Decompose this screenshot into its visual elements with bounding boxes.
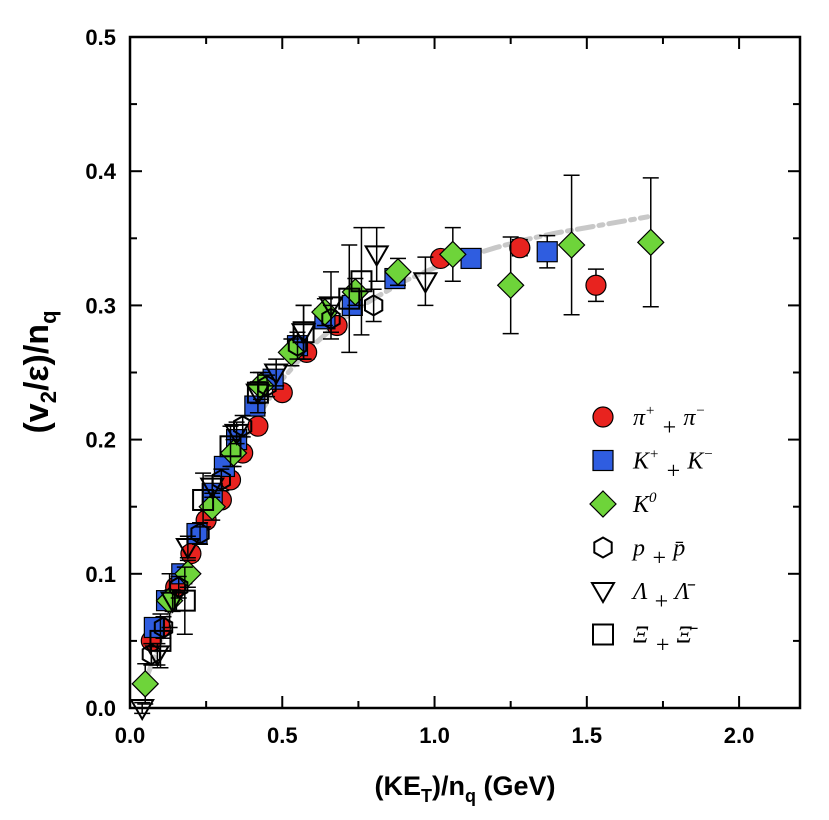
x-axis-title-part: (GeV)	[476, 771, 556, 801]
legend-label-part: K	[632, 492, 651, 518]
xi-point	[338, 287, 361, 310]
series-xi	[149, 226, 373, 669]
y-axis-title-part: (v	[18, 403, 56, 433]
lambda-point	[175, 537, 201, 560]
x-tick-label: 1.0	[419, 723, 450, 748]
xi-point	[173, 589, 196, 612]
legend-label-part: 0	[649, 490, 657, 506]
legend-label-xi: Ξ + Ξ̄	[633, 623, 698, 659]
proton-point	[169, 576, 189, 599]
lambda-point	[129, 699, 155, 721]
k0-point	[496, 271, 525, 300]
legend-label-part: −	[703, 447, 713, 463]
proton-point	[190, 522, 210, 545]
k0-point	[131, 669, 160, 698]
lambda-point	[159, 591, 186, 614]
series-lambda	[129, 226, 439, 721]
legend-marker-xi	[592, 623, 614, 646]
lambda-point	[199, 477, 225, 500]
legend-marker-pion	[592, 406, 614, 428]
x-axis-title-part: (KE	[374, 771, 421, 801]
series-proton	[141, 288, 384, 666]
legend-label-part: +	[648, 633, 676, 659]
legend-label-part: +	[645, 403, 655, 419]
x-axis-title: (KET)/nq (GeV)	[374, 771, 555, 806]
axis-labels-group: 0.0 0.1 0.2 0.3 0.4 0.5 0.0 0.5 1.0 1.5 2.0 (v2/ε)/…	[18, 25, 754, 806]
xi-point	[246, 381, 269, 404]
proton-point	[364, 294, 384, 317]
legend-label-part: Λ̄	[673, 579, 695, 605]
legend-marker-k0	[589, 490, 617, 518]
legend-label-part: Ξ̄	[677, 623, 698, 649]
legend-marker-lambda	[590, 582, 616, 604]
legend-label-proton: p + p̄	[631, 536, 685, 572]
y-tick-label: 0.3	[85, 293, 116, 318]
legend-label-part: +	[645, 546, 673, 572]
legend-label-pion: π+ + π−	[633, 403, 706, 441]
legend-label-part: π	[633, 405, 646, 431]
axis-ticks-group	[129, 36, 800, 709]
x-tick-label: 1.5	[572, 723, 603, 748]
xi-point	[192, 488, 215, 511]
legend-label-part: +	[649, 447, 659, 463]
pion-point	[509, 237, 531, 259]
series-k0	[131, 174, 665, 705]
data-marks-group	[129, 174, 665, 721]
xi-point	[149, 629, 172, 652]
plot-border	[128, 35, 802, 710]
xi-point	[350, 270, 373, 293]
legend-marker-kaon	[592, 449, 614, 472]
proton-point	[211, 468, 231, 492]
kaon-point	[536, 241, 558, 263]
k0-point	[636, 228, 665, 257]
lambda-point	[412, 272, 439, 295]
legend-label-part: +	[659, 459, 687, 485]
proton-point	[233, 415, 253, 438]
x-axis-title-sub: T	[421, 786, 432, 806]
xi-point	[219, 435, 242, 458]
x-tick-label: 2.0	[724, 723, 755, 748]
k0-point	[438, 240, 467, 269]
legend-label-part: p	[631, 536, 645, 562]
k0-point	[384, 258, 412, 286]
xi-point	[292, 321, 315, 344]
lambda-point	[144, 645, 171, 668]
y-tick-label: 0.5	[85, 25, 116, 50]
legend-label-part: +	[655, 415, 683, 441]
lambda-point	[318, 296, 344, 319]
plot-frame	[128, 35, 802, 710]
proton-point	[153, 616, 174, 639]
kaon-point	[460, 247, 482, 270]
legend-marker-proton	[593, 536, 613, 559]
y-axis-title-sub: 2	[36, 391, 61, 403]
legend-label-part: Λ	[631, 579, 648, 605]
k0-point	[557, 231, 586, 259]
x-tick-label: 0.0	[115, 723, 146, 748]
y-tick-label: 0.1	[85, 562, 116, 587]
y-tick-label: 0.2	[85, 428, 116, 453]
y-tick-label: 0.4	[85, 159, 116, 184]
legend-label-part: +	[647, 589, 675, 615]
lambda-point	[363, 245, 390, 268]
legend-label-part: K	[686, 449, 705, 475]
legend: π+ + π−K+ + K−K0p + p̄Λ + Λ̄Ξ + Ξ̄	[589, 403, 713, 659]
legend-label-kaon: K+ + K−	[632, 447, 713, 485]
legend-label-part: Ξ	[633, 623, 649, 649]
legend-label-part: p̄	[671, 536, 685, 562]
legend-label-part: K	[632, 449, 651, 475]
pion-point	[585, 274, 607, 296]
legend-label-part: −	[695, 403, 705, 419]
x-tick-label: 0.5	[267, 723, 298, 748]
x-axis-title-sub: q	[465, 786, 476, 806]
y-axis-title: (v2/ε)/nq	[18, 310, 61, 433]
y-tick-label: 0.0	[85, 696, 116, 721]
lambda-point	[263, 363, 289, 386]
legend-label-lambda: Λ + Λ̄	[631, 579, 695, 615]
y-axis-title-sub: q	[36, 310, 61, 323]
x-axis-title-part: )/n	[432, 771, 465, 801]
legend-label-part: π	[683, 405, 696, 431]
legend-label-k0: K0	[632, 490, 657, 518]
y-axis-title-part: /ε)/n	[18, 324, 56, 391]
